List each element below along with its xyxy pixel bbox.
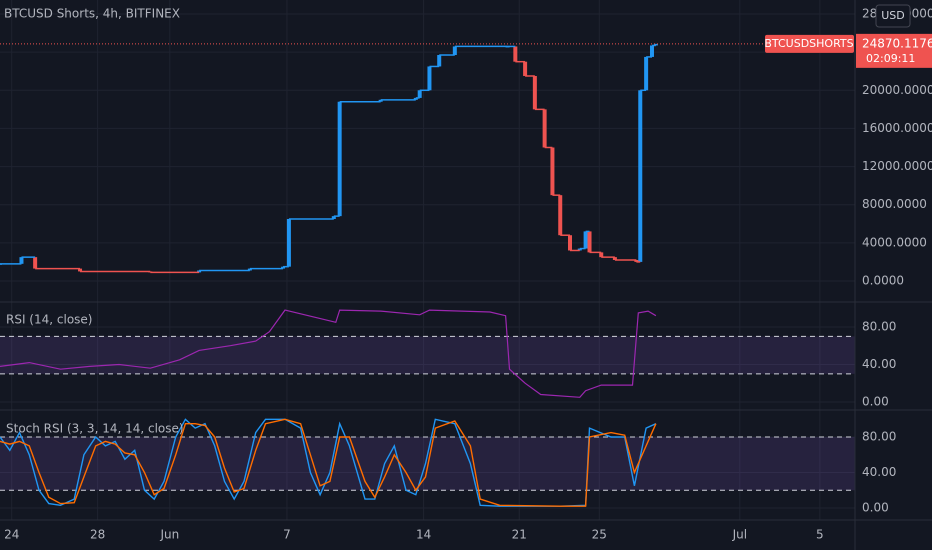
candle <box>542 109 547 148</box>
candle <box>437 55 442 67</box>
marks <box>0 43 855 507</box>
candle <box>644 56 649 91</box>
x-tick-label: 24 <box>4 528 19 542</box>
y-tick-label: 8000.0000 <box>862 197 927 211</box>
x-tick-label: 28 <box>90 528 105 542</box>
candle <box>513 46 518 62</box>
y-tick-label: 0.00 <box>862 394 889 408</box>
x-tick-label: 5 <box>816 528 824 542</box>
stoch-line <box>0 418 657 507</box>
candle <box>523 61 528 76</box>
x-tick-label: 7 <box>283 528 291 542</box>
candle <box>577 248 582 251</box>
candle <box>599 252 604 258</box>
band-fill <box>0 336 855 374</box>
currency-badge <box>875 4 911 28</box>
candle <box>331 216 336 220</box>
candle <box>197 270 202 273</box>
y-tick-label: 80.00 <box>862 430 896 444</box>
candle <box>550 147 555 196</box>
x-tick-label: 14 <box>416 528 431 542</box>
candle <box>634 260 639 262</box>
y-tick-label: 40.00 <box>862 465 896 479</box>
candle <box>583 231 588 249</box>
candle <box>337 101 342 217</box>
candle <box>638 90 643 262</box>
y-tick-label: 80.00 <box>862 319 896 333</box>
x-tick-label: Jul <box>732 528 747 542</box>
stoch-title: Stoch RSI (3, 3, 14, 14, close) <box>6 422 184 436</box>
candle <box>427 66 432 91</box>
candle <box>78 268 83 272</box>
y-tick-label: 0.00 <box>862 500 889 514</box>
candle <box>653 43 658 46</box>
candle <box>281 266 286 269</box>
rsi-line <box>0 309 657 398</box>
candle <box>587 231 592 253</box>
rsi-title: RSI (14, close) <box>6 313 92 327</box>
labels: 24 28 Jun 7 14 21 25 Jul 5 0.0000 4000.0000 8000.00… <box>4 4 932 542</box>
y-tick-label: 4000.0000 <box>862 235 927 249</box>
x-tick-label: 21 <box>512 528 527 542</box>
y-tick-label: 20000.0000 <box>862 83 932 97</box>
currency-label: USD <box>881 9 905 22</box>
candle <box>247 268 252 271</box>
y-tick-label: 40.00 <box>862 357 896 371</box>
candle <box>452 46 457 56</box>
candle <box>33 257 38 269</box>
candle <box>378 99 383 102</box>
candle <box>649 45 654 57</box>
y-tick-label: 16000.0000 <box>862 121 932 135</box>
y-tick-label: 0.0000 <box>862 273 904 287</box>
chart-title: BTCUSD Shorts, 4h, BITFINEX <box>4 7 180 21</box>
candle <box>532 75 537 110</box>
last-price-label: 24870.1176 <box>862 36 932 50</box>
candle <box>19 257 24 264</box>
candle <box>417 90 422 98</box>
candle <box>413 97 418 100</box>
x-tick-label: 25 <box>592 528 607 542</box>
candle <box>286 219 291 267</box>
symbol-badge <box>765 34 854 53</box>
symbol-label: BTCUSDSHORTS <box>764 37 853 50</box>
y-tick-label: 12000.0000 <box>862 159 932 173</box>
countdown-label: 02:09:11 <box>866 52 915 65</box>
stoch-line <box>0 418 657 507</box>
candle <box>612 257 617 261</box>
price-badge <box>856 33 932 68</box>
x-tick-label: Jun <box>159 528 179 542</box>
candle <box>558 195 563 236</box>
candle <box>568 235 572 251</box>
